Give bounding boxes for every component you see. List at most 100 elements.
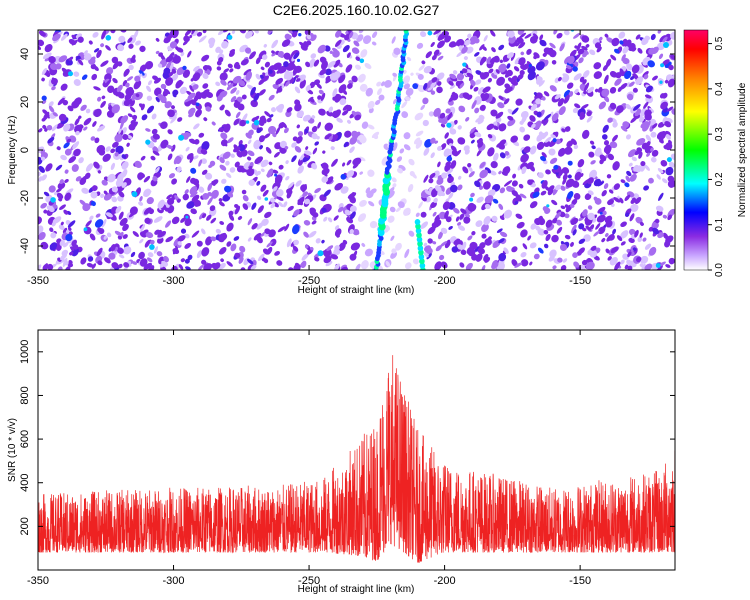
heatmap-cell bbox=[311, 133, 318, 140]
heatmap-cell bbox=[77, 36, 84, 43]
heatmap-cell bbox=[364, 62, 372, 70]
heatmap-cell bbox=[639, 263, 644, 268]
heatmap-cell bbox=[131, 191, 138, 198]
heatmap-cell bbox=[118, 211, 124, 220]
colorbar-ticks: 0.00.10.20.30.40.5 bbox=[708, 36, 725, 277]
heatmap-cell bbox=[286, 238, 292, 248]
heatmap-cell bbox=[572, 229, 577, 236]
heatmap-cell bbox=[149, 244, 155, 250]
heatmap-line-cell bbox=[416, 236, 423, 243]
heatmap-cell bbox=[295, 180, 302, 187]
heatmap-cell bbox=[399, 148, 405, 154]
heatmap-cell bbox=[501, 171, 508, 176]
heatmap-cell bbox=[287, 30, 293, 34]
heatmap-cell bbox=[155, 96, 160, 103]
heatmap-cell bbox=[428, 178, 434, 184]
heatmap-cell bbox=[423, 245, 432, 252]
heatmap-cell bbox=[110, 162, 116, 171]
heatmap-cell bbox=[205, 106, 212, 112]
heatmap-cell bbox=[116, 172, 124, 183]
heatmap-cell bbox=[496, 228, 503, 233]
heatmap-cell bbox=[449, 84, 456, 90]
heatmap-cell bbox=[238, 256, 244, 264]
heatmap-cell bbox=[205, 236, 213, 246]
heatmap-cell bbox=[489, 170, 497, 176]
heatmap-cell bbox=[597, 206, 606, 214]
heatmap-cell bbox=[655, 263, 661, 268]
heatmap-cell bbox=[567, 174, 572, 179]
heatmap-cell bbox=[38, 128, 43, 133]
heatmap-cell bbox=[243, 69, 252, 76]
heatmap-cell bbox=[643, 101, 649, 109]
heatmap-cell bbox=[598, 101, 607, 110]
heatmap-cell bbox=[491, 215, 498, 222]
heatmap-cell bbox=[157, 63, 163, 68]
heatmap-cell bbox=[437, 231, 444, 240]
heatmap-line-cell bbox=[416, 232, 422, 239]
heatmap-cell bbox=[166, 144, 173, 149]
heatmap-cell bbox=[51, 78, 58, 85]
heatmap-cell bbox=[201, 158, 207, 164]
heatmap-cell bbox=[325, 68, 332, 76]
heatmap-cell bbox=[72, 141, 80, 150]
heatmap-cell bbox=[38, 232, 46, 241]
heatmap-cell bbox=[89, 215, 94, 221]
heatmap-cell bbox=[321, 239, 325, 244]
heatmap-cell bbox=[309, 81, 316, 89]
heatmap-cell bbox=[97, 125, 106, 132]
heatmap-cell bbox=[85, 108, 91, 114]
heatmap-cell bbox=[368, 201, 375, 207]
heatmap-cell bbox=[90, 136, 96, 141]
heatmap-cell bbox=[73, 148, 81, 157]
heatmap-cell bbox=[346, 159, 352, 166]
heatmap-cell bbox=[171, 73, 179, 81]
heatmap-cell bbox=[323, 255, 332, 264]
heatmap-cell bbox=[283, 201, 288, 208]
heatmap-cell bbox=[493, 55, 500, 62]
heatmap-cell bbox=[52, 112, 58, 117]
heatmap-cell bbox=[58, 224, 65, 231]
heatmap-cell bbox=[174, 156, 182, 164]
y-tick-label: 0 bbox=[19, 147, 31, 153]
heatmap-cell bbox=[356, 139, 363, 145]
heatmap-cell bbox=[218, 127, 225, 133]
heatmap-cell bbox=[416, 42, 424, 49]
heatmap-cell bbox=[334, 245, 340, 251]
heatmap-cell bbox=[209, 160, 216, 167]
heatmap-cell bbox=[50, 232, 57, 239]
heatmap-cell bbox=[437, 161, 441, 168]
heatmap-cell bbox=[296, 58, 301, 63]
heatmap-cell bbox=[220, 104, 225, 110]
heatmap-cell bbox=[433, 49, 440, 56]
heatmap-cell bbox=[91, 73, 98, 81]
heatmap-cell bbox=[503, 180, 513, 187]
heatmap-cell bbox=[367, 100, 375, 109]
heatmap-cell bbox=[298, 33, 302, 37]
heatmap-cell bbox=[449, 184, 458, 193]
heatmap-cell bbox=[334, 225, 340, 230]
heatmap-cell bbox=[314, 256, 320, 262]
heatmap-cell bbox=[579, 264, 586, 270]
heatmap-cell bbox=[334, 94, 342, 103]
heatmap-cell bbox=[651, 221, 659, 229]
heatmap-cell bbox=[138, 70, 145, 76]
heatmap-cell bbox=[471, 139, 475, 144]
heatmap-cell bbox=[150, 136, 157, 143]
heatmap-cell bbox=[427, 87, 433, 91]
heatmap-cell bbox=[498, 170, 502, 175]
heatmap-cell bbox=[430, 41, 435, 48]
heatmap-cell bbox=[73, 71, 80, 77]
heatmap-cell bbox=[479, 242, 486, 249]
heatmap-cell bbox=[244, 47, 252, 54]
heatmap-cell bbox=[286, 107, 293, 113]
heatmap-cell bbox=[511, 190, 518, 197]
heatmap-cell bbox=[195, 109, 202, 118]
heatmap-cell bbox=[98, 149, 106, 156]
heatmap-cell bbox=[487, 189, 496, 197]
heatmap-cell bbox=[90, 200, 96, 207]
heatmap-cell bbox=[321, 207, 327, 213]
heatmap-cell bbox=[602, 124, 609, 133]
heatmap-cell bbox=[245, 120, 250, 124]
heatmap-cell bbox=[340, 173, 347, 180]
